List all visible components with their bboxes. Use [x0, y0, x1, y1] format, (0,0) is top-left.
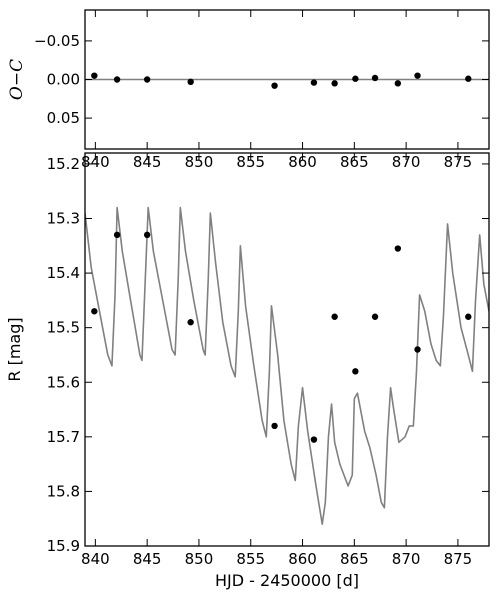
observation-point — [465, 313, 472, 320]
residual-point — [371, 74, 379, 82]
light-curve-panel: 15.215.315.415.515.615.715.815.9 840 845 8… — [5, 152, 490, 590]
observation-point — [331, 313, 338, 320]
residual-point — [113, 76, 121, 83]
observation-point — [371, 313, 379, 320]
residuals-x-tick-label: 845 — [133, 153, 162, 171]
residual-point — [91, 72, 98, 79]
light-curve-x-tick-label: 840 — [81, 550, 110, 568]
light-curve-y-tick-label: 15.8 — [47, 482, 80, 500]
light-curve-x-tick-label: 855 — [236, 550, 265, 568]
residual-point — [187, 78, 194, 86]
light-curve-y-ticks: 15.2 15.3 15.4 15.5 15.6 15.7 15.8 15.9 — [47, 155, 489, 555]
light-curve-x-tick-label: 860 — [288, 550, 317, 568]
residual-point — [331, 80, 338, 87]
residuals-x-tick-label: 870 — [392, 153, 421, 171]
observation-point — [113, 231, 121, 239]
observation-point — [143, 231, 151, 239]
residuals-y-axis-label: O−C — [7, 59, 27, 100]
residuals-x-ticks: 840 845 850 855 860 865 870 875 — [81, 10, 472, 171]
light-curve-x-tick-label: 845 — [133, 550, 162, 568]
observation-point — [352, 368, 359, 375]
residuals-y-tick-label: −0.05 — [34, 32, 80, 50]
residual-point — [271, 82, 278, 89]
light-curve-axes-frame — [84, 152, 490, 547]
residual-point — [310, 79, 318, 86]
light-curve-y-tick-label: 15.5 — [47, 319, 80, 337]
light-curve-x-ticks: 840 845 850 855 860 865 870 875 — [81, 153, 472, 568]
light-curve-y-axis-label: R [mag] — [5, 317, 24, 381]
light-curve-y-tick-label: 15.3 — [47, 210, 80, 228]
light-curve-x-tick-label: 850 — [185, 550, 214, 568]
residuals-x-tick-label: 860 — [288, 153, 317, 171]
residual-point — [352, 75, 359, 82]
observation-point — [310, 436, 318, 443]
observation-point — [394, 245, 402, 252]
light-curve-x-tick-label: 865 — [340, 550, 369, 568]
residual-point — [465, 75, 472, 82]
light-curve-y-tick-label: 15.2 — [47, 155, 80, 173]
light-curve-y-tick-label: 15.7 — [47, 428, 80, 446]
residuals-x-tick-label: 855 — [236, 153, 265, 171]
light-curve-x-tick-label: 870 — [392, 550, 421, 568]
light-curve-y-tick-label: 15.9 — [47, 537, 80, 555]
observation-point — [414, 346, 421, 353]
light-curve-x-tick-label: 875 — [444, 550, 473, 568]
observation-point — [271, 422, 278, 430]
residuals-x-tick-label: 865 — [340, 153, 369, 171]
residuals-points — [91, 72, 472, 89]
residuals-x-tick-label: 875 — [444, 153, 473, 171]
model-light-curve — [85, 206, 489, 525]
residual-point — [394, 80, 402, 87]
residuals-y-tick-label: 0.00 — [47, 71, 80, 89]
light-curve-x-axis-label: HJD - 2450000 [d] — [215, 571, 359, 590]
light-curve-y-tick-label: 15.6 — [47, 373, 80, 391]
residual-point — [143, 76, 151, 83]
residuals-y-ticks: −0.05 0.00 0.05 — [34, 32, 489, 127]
light-curve-y-tick-label: 15.4 — [47, 264, 80, 282]
residuals-x-tick-label: 850 — [185, 153, 214, 171]
observation-points — [91, 231, 472, 443]
residual-point — [414, 72, 421, 79]
residuals-y-tick-label: 0.05 — [47, 109, 80, 127]
residuals-x-tick-label: 840 — [81, 153, 110, 171]
observation-point — [187, 319, 194, 326]
observation-point — [91, 308, 98, 315]
residuals-panel: −0.05 0.00 0.05 840 845 850 855 860 865 870 875 O… — [7, 9, 490, 171]
